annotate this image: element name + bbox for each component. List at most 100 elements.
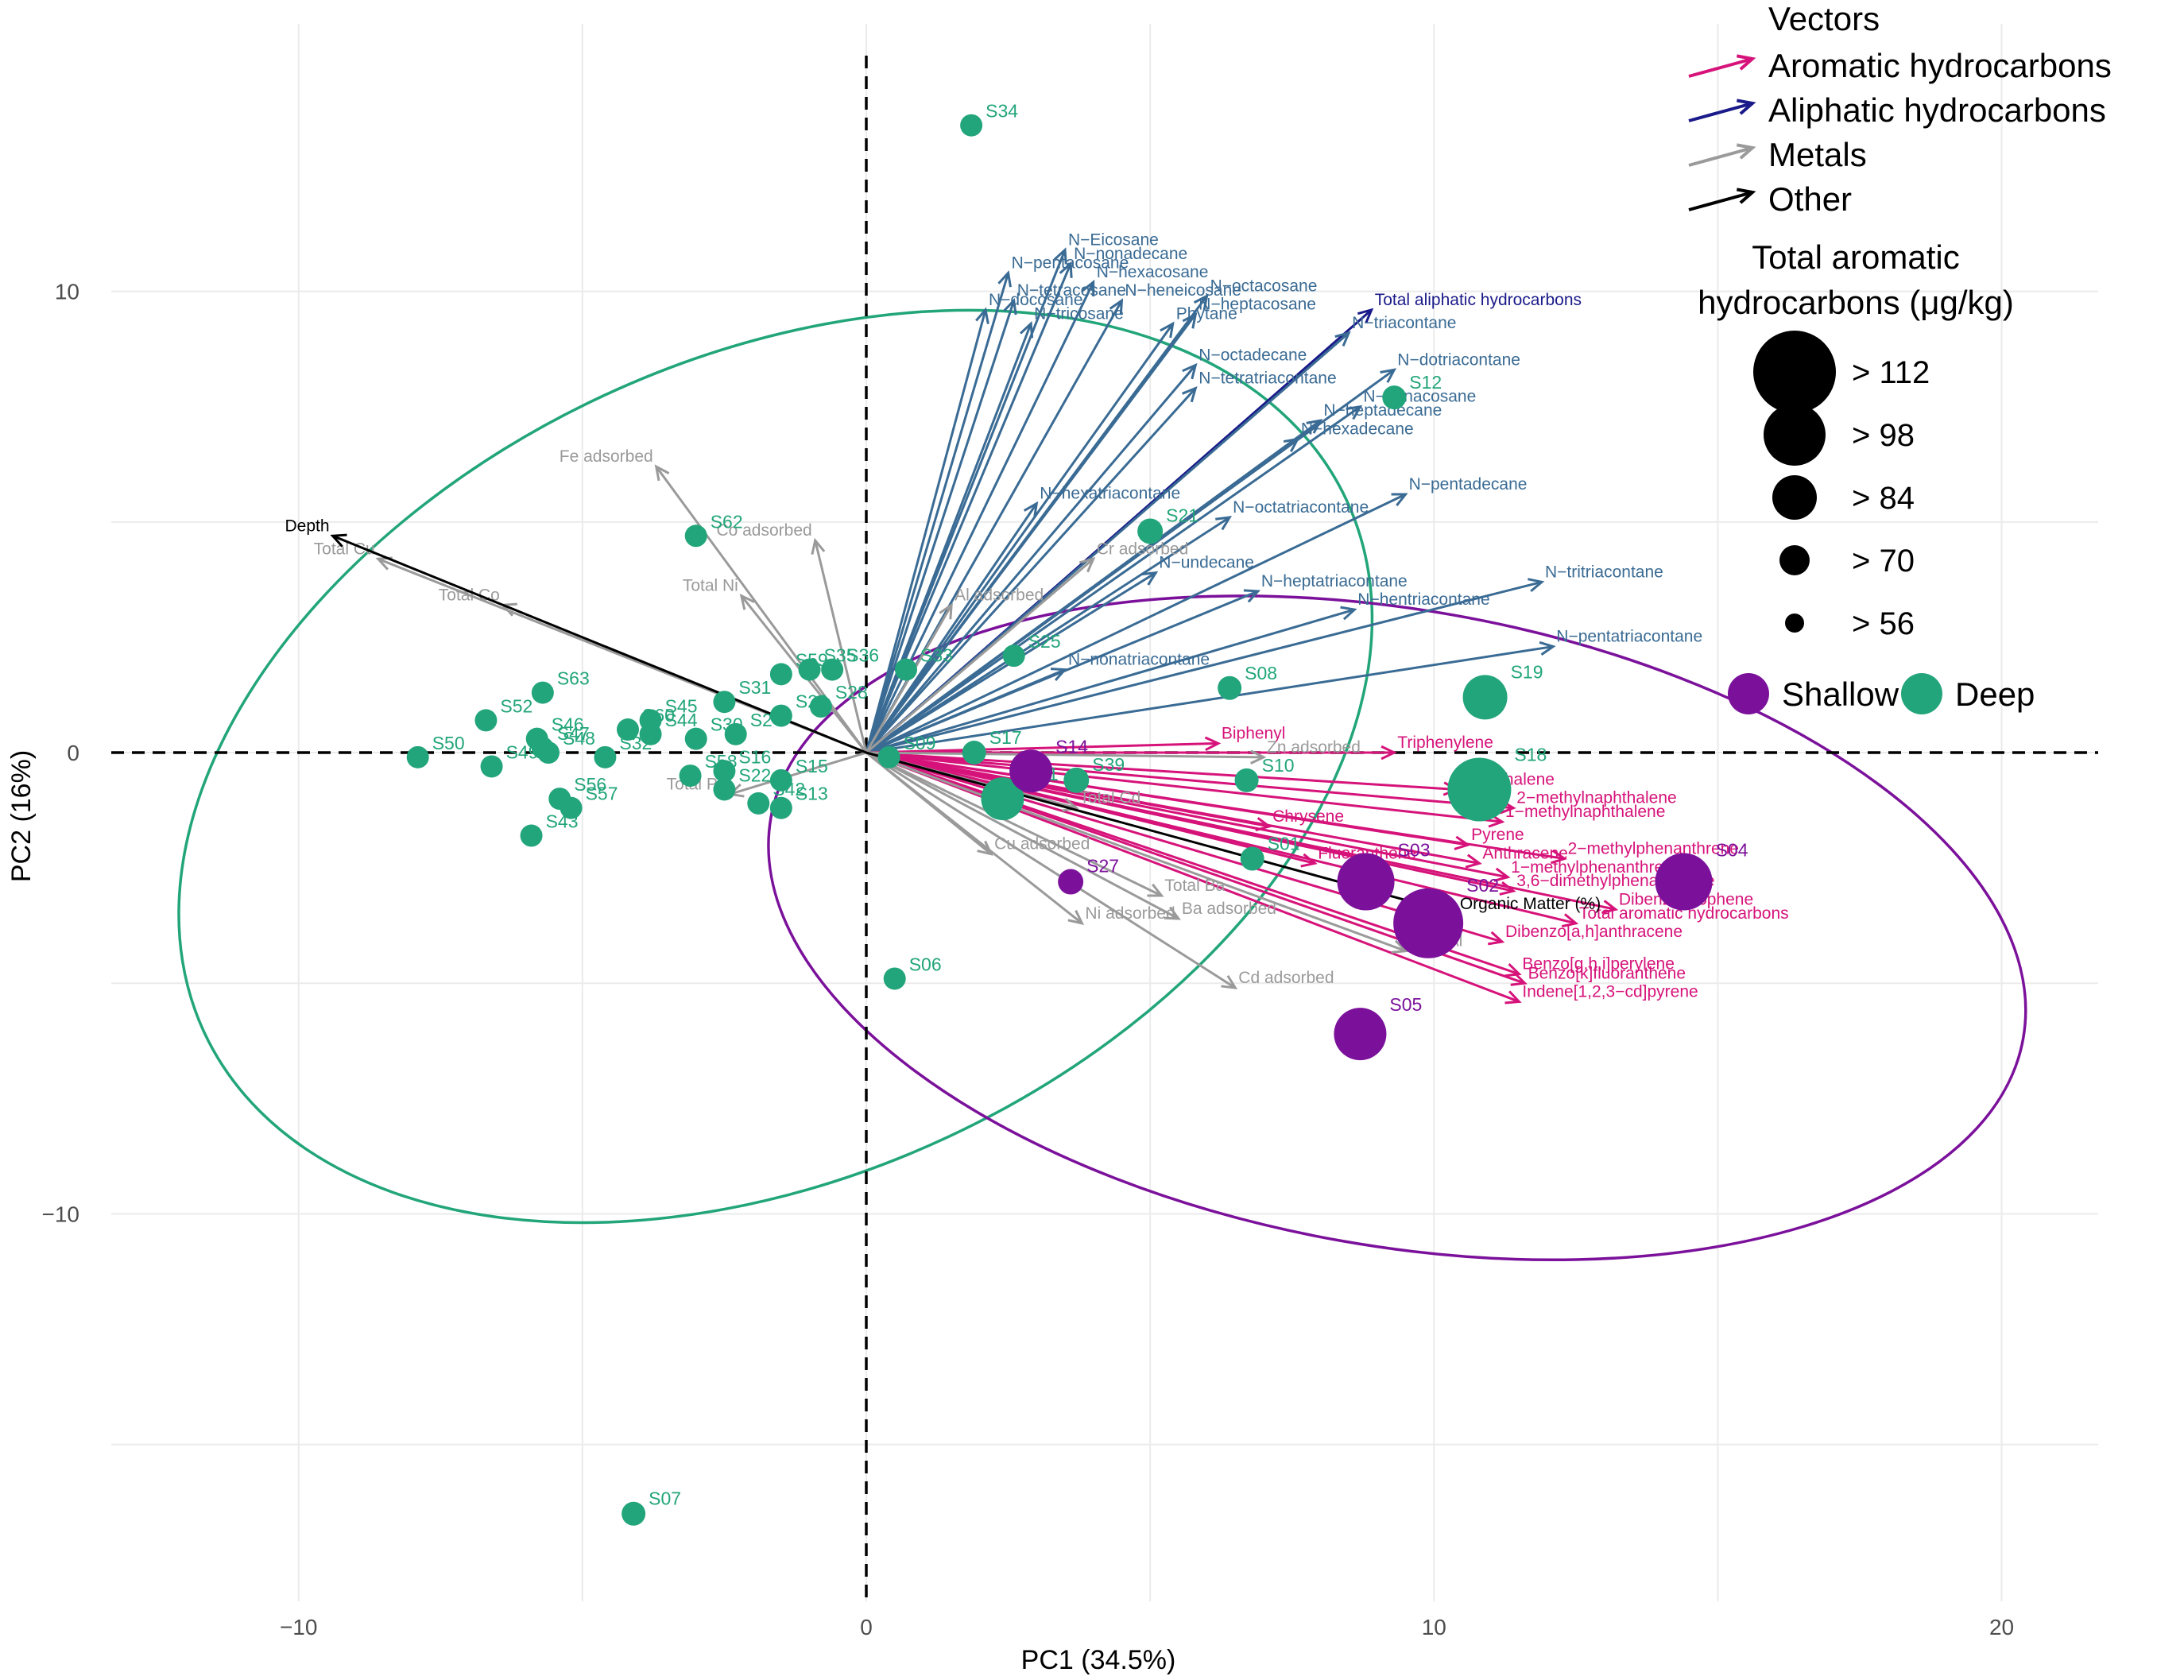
sample-point [684,525,707,548]
sample-label: S62 [711,511,743,532]
legend-group-label: Shallow [1782,675,1899,713]
vector-label: Total aromatic hydrocarbons [1579,904,1789,923]
sample-point [724,722,747,745]
vector-label: Dibenzo[a,h]anthracene [1505,923,1683,941]
legend-vector-label: Metals [1768,136,1867,173]
vector-label: Pyrene [1471,826,1524,844]
sample-point [747,792,770,815]
vector-arrowhead [1023,501,1039,518]
vector-label: Chrysene [1272,807,1344,826]
vector-label: Fe adsorbed [560,447,653,466]
sample-point [1382,385,1407,410]
vector-arrowhead [1164,906,1181,920]
sample-point [769,704,792,727]
sample-point [981,777,1024,821]
vector-label: Al adsorbed [955,586,1044,604]
vector-label: N−pentatriacontane [1556,628,1702,646]
sample-point [531,681,554,704]
sample-label: S47 [557,723,590,744]
sample-point [537,741,560,765]
vector-arrow [865,751,1179,920]
sample-point [594,745,617,768]
sample-label: S44 [665,710,698,730]
sample-label: S22 [738,765,771,785]
vector-arrowhead [1050,668,1068,682]
y-tick-label: 0 [67,741,79,765]
vector-arrowhead [1193,293,1209,311]
legend-size-label: > 98 [1852,418,1915,453]
vector-label: N−octadecane [1198,346,1307,365]
vector-label: Total Ni [683,577,738,595]
vector-arrow [865,438,1299,754]
sample-point [713,760,736,783]
vector-label: N−tritriacontane [1545,563,1663,581]
vector-arrow [865,751,1508,879]
vector-label: N−dotriacontane [1397,350,1520,369]
vector-arrowhead [1561,913,1579,928]
vector-arrowhead [1504,990,1522,1005]
sample-point [1009,749,1053,793]
sample-point [617,718,639,741]
legend-size-label: > 56 [1852,606,1915,641]
sample-label: S43 [546,811,579,832]
sample-label: S21 [1166,505,1198,525]
legend-group-dot [1901,673,1942,714]
vector-arrow [814,540,868,753]
legend-size-label: > 84 [1852,481,1915,516]
sample-label: S60 [642,705,675,726]
x-tick-label: 10 [1422,1615,1446,1639]
vector-arrowhead [939,602,953,620]
vector-arrowhead [1300,853,1318,868]
vector-label: N−hexacosane [1097,263,1209,281]
vector-arrow [865,300,1016,753]
vector-arrowhead [1078,557,1096,573]
vector-arrow [865,751,1520,1003]
sample-point [1655,853,1713,911]
vector-arrowhead [1510,972,1528,986]
vector-label: N−heptacosane [1198,296,1316,314]
sample-label: S20 [796,691,828,712]
legend-size-label: > 112 [1852,355,1930,390]
sample-label: S57 [586,784,618,804]
vector-label: Indene[1,2,3−cd]pyrene [1522,982,1698,1001]
sample-point [798,658,821,681]
legend-vector-label: Other [1768,180,1852,218]
sample-label: S10 [1262,755,1295,776]
vector-arrowhead [1334,331,1351,347]
vector-label: N−nonadecane [1074,245,1187,263]
vector-arrowhead [1380,368,1397,383]
sample-point [769,768,792,792]
vector-label: Total Cd [1079,789,1140,807]
vector-label: N−tricosane [1034,304,1124,323]
y-axis-title: PC2 (16%) [6,750,37,882]
legend-arrowhead [1736,143,1756,160]
vector-arrowhead [1003,297,1017,315]
vector-label: N−nonatriacontane [1068,651,1210,669]
sample-label: S48 [563,728,595,749]
vector-arrow [865,580,1543,754]
legend-size-title: hydrocarbons (μg/kg) [1698,284,2014,321]
vector-arrow [865,751,1407,953]
vector-label: Benzo[k]fluoranthene [1528,964,1686,982]
sample-point [769,796,792,819]
vector-label: N−heptatriacontane [1261,572,1408,590]
vector-arrowhead [1504,962,1522,977]
vector-arrowhead [1357,308,1374,324]
sample-point [1002,645,1025,668]
vector-arrow [865,751,1264,759]
vector-arrow [865,751,1480,865]
legend-arrow [1688,191,1753,211]
vector-label: N−octacosane [1210,277,1318,295]
sample-label: S46 [552,714,584,735]
vector-arrowhead [811,537,826,555]
vector-arrowhead [1081,279,1095,297]
sample-point [877,745,900,768]
legend-size-circle [1772,475,1817,520]
legend-size-circle [1753,331,1836,413]
ellipse-shallow [767,594,2027,1262]
vector-label: Depth [285,517,330,535]
vector-arrowhead [1204,736,1222,752]
vector-label: N−heptadecane [1323,401,1442,420]
sample-label: S39 [1092,754,1125,775]
